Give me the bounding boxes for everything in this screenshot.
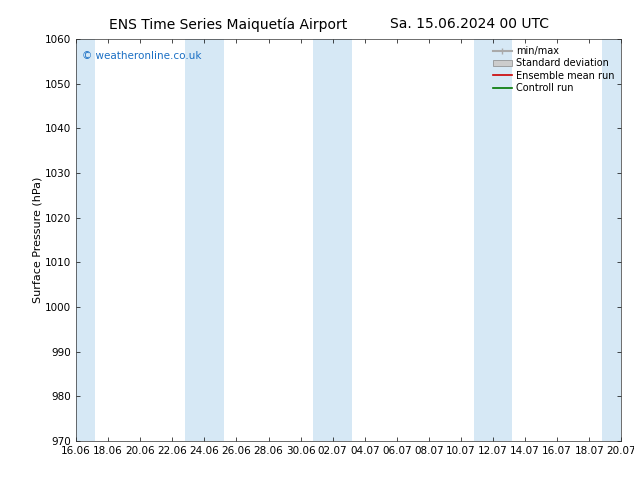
Legend: min/max, Standard deviation, Ensemble mean run, Controll run: min/max, Standard deviation, Ensemble me… <box>491 44 616 95</box>
Y-axis label: Surface Pressure (hPa): Surface Pressure (hPa) <box>32 177 42 303</box>
Bar <box>57 39 95 441</box>
Bar <box>185 39 224 441</box>
Text: ENS Time Series Maiquetía Airport: ENS Time Series Maiquetía Airport <box>109 17 347 32</box>
Bar <box>313 39 352 441</box>
Text: Sa. 15.06.2024 00 UTC: Sa. 15.06.2024 00 UTC <box>390 17 548 31</box>
Bar <box>602 39 634 441</box>
Text: © weatheronline.co.uk: © weatheronline.co.uk <box>82 51 201 61</box>
Bar <box>474 39 512 441</box>
